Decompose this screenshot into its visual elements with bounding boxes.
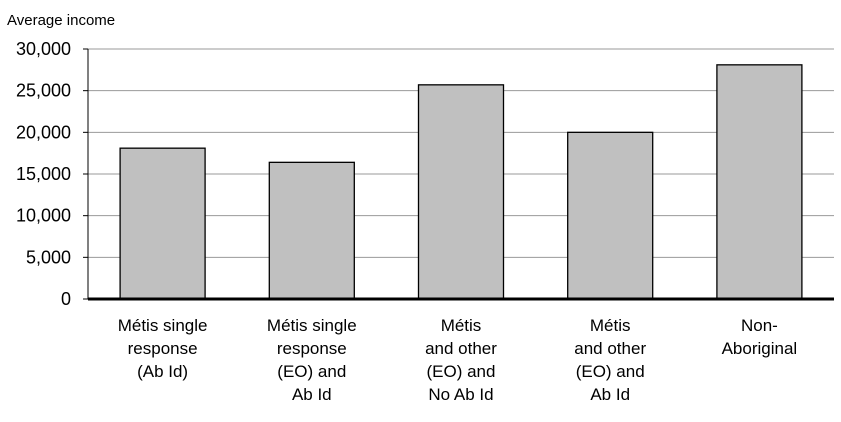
y-axis-label: Average income xyxy=(7,12,115,29)
x-category-label: Métis single xyxy=(118,316,208,335)
y-tick-label: 0 xyxy=(61,289,71,309)
y-tick-label: 15,000 xyxy=(16,164,71,184)
bar xyxy=(417,84,505,300)
y-tick-label: 5,000 xyxy=(26,247,71,267)
y-tick-label: 20,000 xyxy=(16,122,71,142)
x-category-label: (EO) and xyxy=(576,362,645,381)
bars xyxy=(119,64,803,300)
x-category-label: Métis xyxy=(441,316,482,335)
x-category-label: (Ab Id) xyxy=(137,362,188,381)
x-category-label: Métis single xyxy=(267,316,357,335)
x-category-label: and other xyxy=(425,339,497,358)
x-category-label: Ab Id xyxy=(292,385,332,404)
bar xyxy=(119,147,206,300)
x-category-label: response xyxy=(277,339,347,358)
x-category-label: response xyxy=(128,339,198,358)
bar xyxy=(567,131,654,300)
x-category-label: Ab Id xyxy=(590,385,630,404)
y-tick-label: 30,000 xyxy=(16,39,71,59)
x-category-label: No Ab Id xyxy=(428,385,493,404)
x-category-label: (EO) and xyxy=(277,362,346,381)
y-tick-label: 25,000 xyxy=(16,81,71,101)
x-category-label: (EO) and xyxy=(427,362,496,381)
y-tick-labels: 0 5,000 10,000 15,000 20,000 25,000 30,000 xyxy=(16,39,89,309)
x-category-label: Aboriginal xyxy=(722,339,798,358)
x-category-label: and other xyxy=(574,339,646,358)
x-category-labels: Métis single response (Ab Id) Métis single r… xyxy=(118,316,797,404)
bar xyxy=(268,161,355,300)
x-category-label: Métis xyxy=(590,316,631,335)
x-category-label: Non- xyxy=(741,316,778,335)
bar xyxy=(716,64,803,300)
y-tick-label: 10,000 xyxy=(16,206,71,226)
